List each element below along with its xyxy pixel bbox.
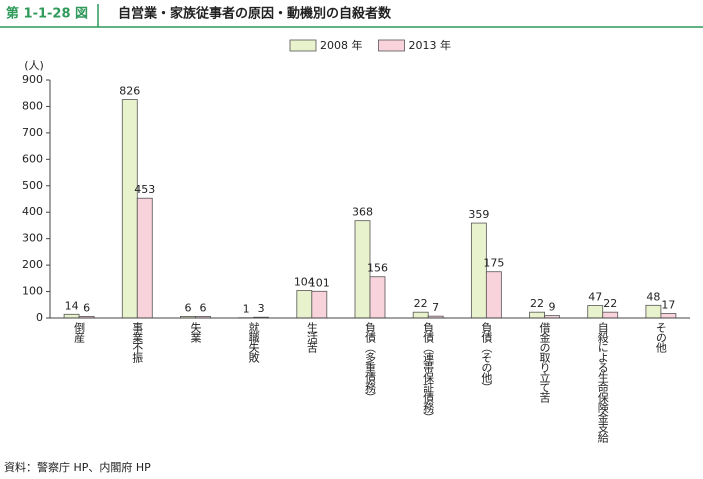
- bar: [602, 311, 619, 319]
- legend-label: 2013 年: [409, 38, 452, 52]
- x-tick-label: 生活苦: [305, 321, 318, 354]
- value-label: 453: [134, 183, 155, 196]
- value-label: 48: [646, 290, 660, 303]
- y-tick-label: 0: [36, 311, 43, 324]
- value-label: 22: [603, 297, 617, 310]
- y-tick-label: 800: [22, 99, 43, 112]
- x-tick-label: 負債（連帯保証債務）: [422, 322, 435, 422]
- value-label: 175: [483, 257, 504, 270]
- y-tick-label: 700: [22, 126, 43, 139]
- x-tick-label: 負債（多重債務）: [364, 322, 377, 402]
- bar: [369, 276, 386, 319]
- value-label: 14: [65, 299, 79, 312]
- y-tick-label: 100: [22, 285, 43, 298]
- legend-swatch: [378, 39, 405, 52]
- bar: [412, 311, 429, 319]
- chart-title: 自営業・家族従事者の原因・動機別の自殺者数: [118, 6, 392, 22]
- source-note: 資料：警察庁 HP、内閣府 HP: [4, 460, 151, 474]
- value-label: 6: [83, 301, 90, 314]
- y-tick-label: 600: [22, 152, 43, 165]
- bar: [121, 99, 138, 319]
- x-tick-label: 負債（その他）: [480, 322, 493, 392]
- value-label: 22: [530, 297, 544, 310]
- y-tick-label: 200: [22, 258, 43, 271]
- value-label: 6: [184, 301, 191, 314]
- bar: [529, 311, 545, 319]
- value-label: 368: [352, 206, 373, 219]
- bar: [136, 197, 153, 319]
- y-tick-label: 900: [22, 73, 43, 86]
- x-tick-label: 就職失敗: [247, 321, 260, 364]
- bar: [296, 290, 313, 319]
- bar: [587, 305, 604, 319]
- bar: [660, 313, 677, 319]
- value-label: 826: [119, 85, 140, 98]
- legend-label: 2008 年: [320, 38, 363, 52]
- value-label: 22: [414, 297, 428, 310]
- value-label: 47: [588, 291, 602, 304]
- x-tick-label: 倒産: [73, 322, 86, 344]
- bar: [645, 304, 662, 319]
- x-tick-label: 失業: [189, 322, 202, 343]
- value-label: 6: [199, 301, 206, 314]
- x-tick-label: 事業不振: [131, 322, 144, 364]
- x-tick-label: 借金の取り立て苦: [538, 322, 551, 404]
- value-label: 9: [549, 301, 556, 314]
- x-tick-label: その他: [654, 322, 667, 353]
- value-label: 7: [432, 301, 439, 314]
- y-tick-label: 500: [22, 179, 43, 192]
- value-label: 359: [468, 208, 489, 221]
- bar: [63, 313, 80, 319]
- y-tick-label: 300: [22, 232, 43, 245]
- bar: [470, 222, 487, 319]
- value-label: 17: [661, 299, 675, 312]
- y-unit-label: (人): [24, 59, 44, 72]
- value-label: 101: [309, 276, 330, 289]
- value-label: 104: [294, 275, 315, 288]
- y-tick-label: 400: [22, 205, 43, 218]
- value-label: 1: [243, 303, 250, 316]
- value-label: 3: [258, 302, 265, 315]
- figure-label: 第 1-1-28 図: [6, 6, 88, 22]
- value-label: 156: [367, 262, 388, 275]
- legend-swatch: [289, 39, 317, 52]
- bar: [311, 290, 328, 319]
- bar: [485, 271, 502, 319]
- x-tick-label: 自殺による生命保険金支給: [596, 322, 609, 444]
